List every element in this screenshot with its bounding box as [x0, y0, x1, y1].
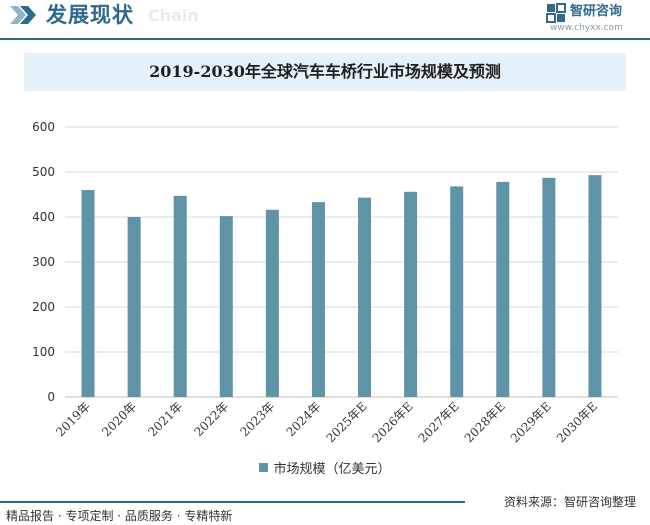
x-tick-label: 2020年 — [99, 399, 139, 439]
bar — [311, 202, 325, 397]
x-tick-label: 2029年E — [508, 399, 554, 445]
chart-legend: 市场规模（亿美元） — [0, 458, 650, 477]
bar — [265, 209, 279, 397]
section-title: 发展现状 — [46, 3, 134, 27]
bar-series — [81, 175, 602, 397]
bar — [173, 195, 187, 397]
brand-url: www.chyxx.com — [550, 23, 623, 33]
x-tick-label: 2027年E — [416, 399, 462, 445]
bar — [219, 216, 233, 397]
chart-title: 2019-2030年全球汽车车桥行业市场规模及预测 — [149, 62, 501, 81]
brand-logo-icon — [546, 3, 566, 23]
bar — [450, 186, 464, 397]
legend-swatch — [259, 463, 269, 472]
footer-divider — [0, 501, 465, 503]
bar — [496, 181, 510, 397]
legend-label: 市场规模（亿美元） — [273, 462, 391, 477]
x-tick-label: 2023年 — [238, 399, 278, 439]
y-tick-labels: 0 100 200 300 400 500 600 — [32, 120, 55, 404]
x-tick-label: 2022年 — [191, 399, 231, 439]
y-tick-label: 200 — [32, 300, 55, 314]
x-tick-label: 2028年E — [462, 399, 508, 445]
y-tick-label: 600 — [32, 120, 55, 134]
y-tick-label: 100 — [32, 345, 55, 359]
x-tick-label: 2025年E — [323, 399, 369, 445]
bar — [404, 191, 418, 397]
section-subtitle: Chain — [148, 6, 199, 25]
footer-source: 资料来源：智研咨询整理 — [503, 495, 636, 509]
x-tick-labels: 2019年 2020年 2021年 2022年 2023年 2024年 2025年E 2026… — [53, 399, 600, 445]
x-tick-label: 2021年 — [145, 399, 185, 439]
bar — [588, 175, 602, 397]
header-divider — [0, 38, 650, 40]
bar — [127, 217, 141, 397]
y-tick-label: 0 — [47, 390, 55, 404]
y-tick-label: 300 — [32, 255, 55, 269]
chart-title-band: 2019-2030年全球汽车车桥行业市场规模及预测 — [24, 53, 626, 91]
header-chevron-icon — [10, 6, 36, 24]
bar — [358, 197, 372, 397]
grid-layer — [65, 126, 618, 398]
y-tick-label: 500 — [32, 165, 55, 179]
footer-tagline: 精品报告 · 专项定制 · 品质服务 · 专精特新 — [6, 509, 233, 523]
brand-name: 智研咨询 — [570, 4, 623, 19]
bar — [81, 190, 95, 397]
x-tick-label: 2030年E — [554, 399, 600, 445]
bar — [542, 177, 556, 397]
brand: 智研咨询 www.chyxx.com — [546, 2, 636, 36]
x-tick-label: 2024年 — [284, 399, 324, 439]
x-tick-label: 2026年E — [370, 399, 416, 445]
x-tick-label: 2019年 — [53, 399, 93, 439]
y-tick-label: 400 — [32, 210, 55, 224]
